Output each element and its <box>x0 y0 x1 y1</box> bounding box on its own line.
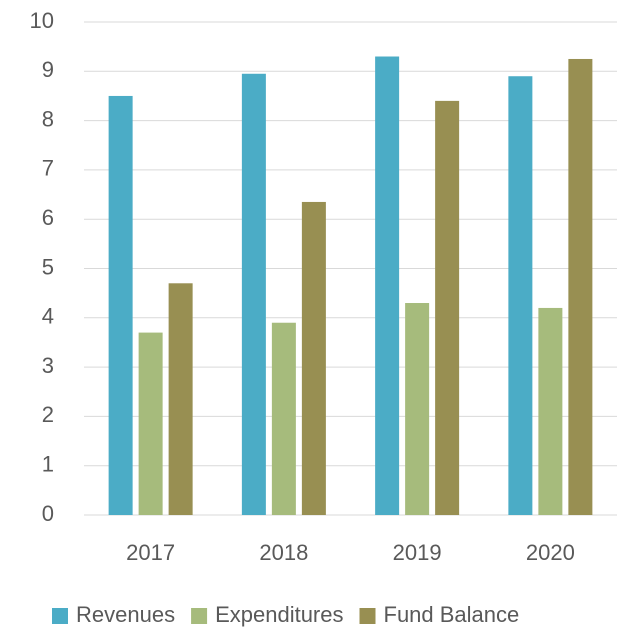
bar <box>108 95 133 515</box>
x-tick-label: 2017 <box>126 540 175 565</box>
x-tick-label: 2020 <box>526 540 575 565</box>
bar <box>241 73 266 515</box>
bar <box>301 201 326 515</box>
legend-swatch <box>191 608 208 624</box>
bar <box>538 307 563 515</box>
bar <box>168 283 193 515</box>
y-tick-label: 5 <box>42 254 54 279</box>
legend-swatch <box>52 608 68 624</box>
y-tick-label: 10 <box>30 8 54 33</box>
y-tick-label: 4 <box>42 304 54 329</box>
y-tick-label: 6 <box>42 205 54 230</box>
y-tick-label: 1 <box>42 452 54 477</box>
y-tick-label: 7 <box>42 156 54 181</box>
legend-label: Fund Balance <box>384 602 520 627</box>
y-tick-label: 9 <box>42 57 54 82</box>
bar <box>138 332 163 515</box>
x-tick-label: 2018 <box>259 540 308 565</box>
legend-label: Revenues <box>76 602 175 627</box>
y-tick-label: 8 <box>42 106 54 131</box>
bar <box>568 58 593 515</box>
bar <box>435 100 460 515</box>
bar <box>375 56 400 515</box>
x-tick-label: 2019 <box>393 540 442 565</box>
legend-swatch <box>359 608 376 624</box>
bar <box>508 76 533 515</box>
legend-label: Expenditures <box>215 602 343 627</box>
y-tick-label: 3 <box>42 353 54 378</box>
bar <box>271 322 296 515</box>
bar <box>405 303 430 515</box>
y-tick-label: 2 <box>42 402 54 427</box>
y-tick-label: 0 <box>42 501 54 526</box>
